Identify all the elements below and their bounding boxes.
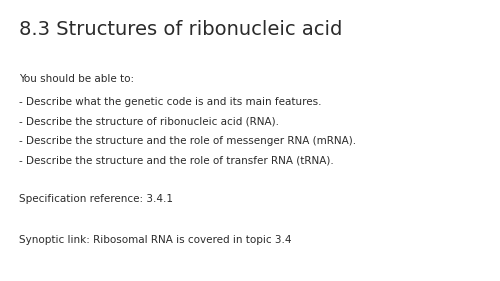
Text: Synoptic link: Ribosomal RNA is covered in topic 3.4: Synoptic link: Ribosomal RNA is covered … <box>19 235 291 245</box>
Text: - Describe the structure and the role of transfer RNA (tRNA).: - Describe the structure and the role of… <box>19 156 334 166</box>
Text: - Describe the structure of ribonucleic acid (RNA).: - Describe the structure of ribonucleic … <box>19 117 279 127</box>
Text: - Describe what the genetic code is and its main features.: - Describe what the genetic code is and … <box>19 97 322 107</box>
Text: 8.3 Structures of ribonucleic acid: 8.3 Structures of ribonucleic acid <box>19 20 342 39</box>
Text: You should be able to:: You should be able to: <box>19 74 134 85</box>
Text: Specification reference: 3.4.1: Specification reference: 3.4.1 <box>19 194 173 204</box>
Text: - Describe the structure and the role of messenger RNA (mRNA).: - Describe the structure and the role of… <box>19 136 356 146</box>
